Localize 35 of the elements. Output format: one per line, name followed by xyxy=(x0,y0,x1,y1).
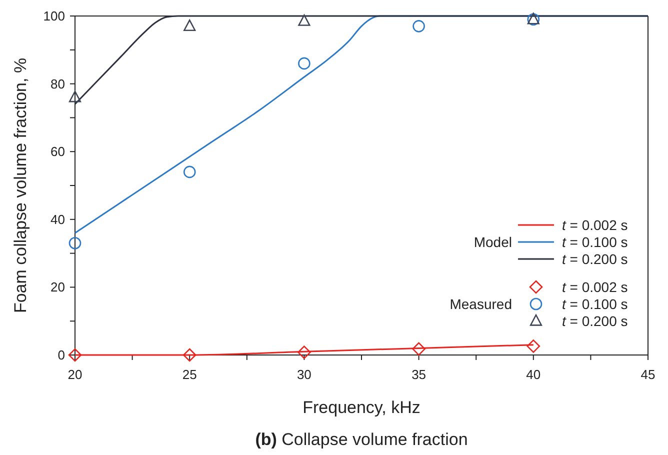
x-tick-label: 35 xyxy=(412,367,426,382)
point xyxy=(298,57,310,70)
point xyxy=(298,346,311,359)
point xyxy=(68,236,82,250)
x-tick-label: 40 xyxy=(526,367,541,382)
y-tick-label: 100 xyxy=(43,8,65,24)
x-axis-title: Frequency, kHz xyxy=(302,398,420,417)
y-tick-label: 40 xyxy=(50,212,65,227)
point xyxy=(184,20,196,32)
y-tick-label: 0 xyxy=(58,348,65,362)
x-tick-label: 20 xyxy=(68,367,82,382)
y-axis-title: Foam collapse volume fraction, % xyxy=(11,58,30,314)
x-tick-label: 25 xyxy=(182,367,197,382)
x-tick-label: 30 xyxy=(296,367,312,382)
point xyxy=(298,14,310,26)
point xyxy=(68,90,82,102)
point xyxy=(183,166,196,178)
y-tick-label: 20 xyxy=(50,280,65,295)
legend-label: t = 0.100 s xyxy=(562,234,628,250)
text: (b) Collapse volume fraction xyxy=(255,430,468,449)
annotation: Measured xyxy=(450,296,512,312)
x-tick-label: 45 xyxy=(640,367,656,382)
point xyxy=(526,340,540,353)
point xyxy=(182,348,196,362)
point xyxy=(68,348,82,362)
point xyxy=(412,342,426,356)
legend-label: t = 0.002 s xyxy=(562,279,628,295)
legend-label: t = 0.200 s xyxy=(562,251,628,267)
y-tick-label: 60 xyxy=(50,144,65,160)
annotation: Model xyxy=(474,234,512,250)
y-tick-label: 80 xyxy=(50,76,65,92)
legend-label: t = 0.100 s xyxy=(562,296,628,312)
legend-label: t = 0.002 s xyxy=(562,217,628,233)
legend-label: t = 0.200 s xyxy=(562,313,628,329)
point xyxy=(412,20,425,32)
